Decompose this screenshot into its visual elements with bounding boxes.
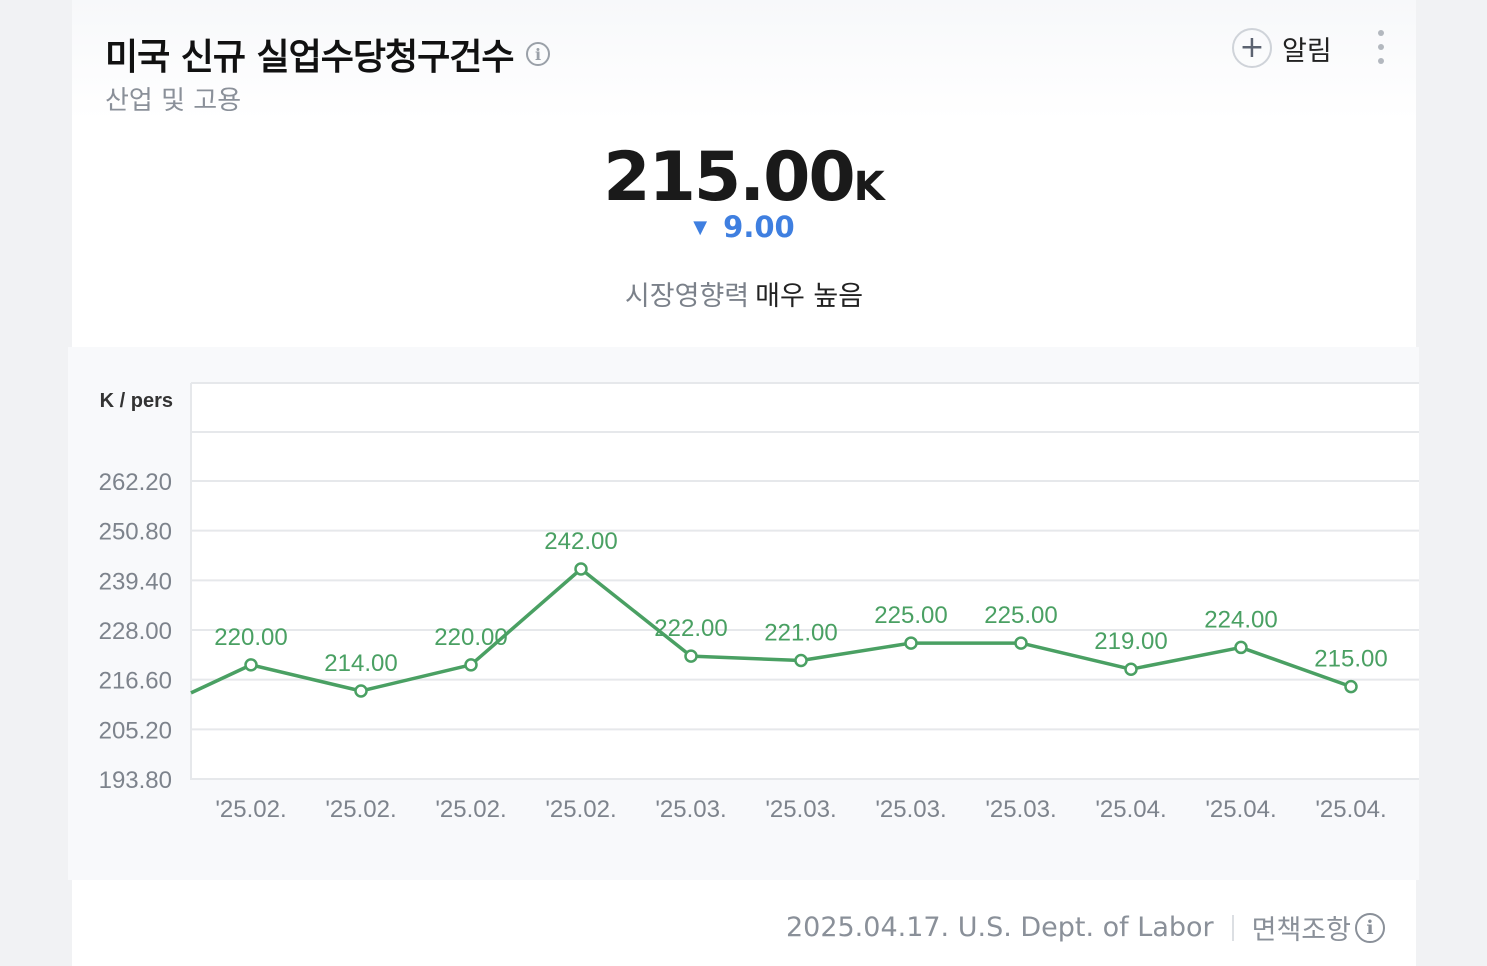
data-label: 225.00 xyxy=(984,602,1057,629)
footer: 2025.04.17. U.S. Dept. of Labor 면책조항 i xyxy=(786,908,1385,947)
data-point[interactable] xyxy=(1234,640,1248,655)
chart-panel: K / pers 262.20 250.80 239.40 228.00 216.60 2… xyxy=(68,347,1419,880)
x-tick-label: '25.04. xyxy=(1095,796,1166,823)
y-tick-label: 262.20 xyxy=(99,469,172,496)
y-tick-label: 193.80 xyxy=(99,767,172,794)
indicator-title: 미국 신규 실업수당청구건수 xyxy=(105,37,515,78)
data-point[interactable] xyxy=(684,649,698,663)
y-tick-label: 205.20 xyxy=(99,717,172,744)
data-point[interactable] xyxy=(1344,679,1358,694)
plot-area xyxy=(191,383,1419,780)
info-icon[interactable]: i xyxy=(525,42,550,66)
market-impact: 시장영향력 매우 높음 xyxy=(72,274,1416,313)
data-point[interactable] xyxy=(1124,662,1138,676)
plus-icon: + xyxy=(1232,28,1272,68)
value-change: ▼ 9.00 xyxy=(72,210,1416,244)
impact-label: 시장영향력 xyxy=(624,281,750,312)
y-axis-unit-label: K / pers xyxy=(100,390,173,412)
x-tick-label: '25.02. xyxy=(545,796,616,823)
data-label: 214.00 xyxy=(324,650,397,677)
disclaimer-label: 면책조항 xyxy=(1251,915,1351,946)
data-point[interactable] xyxy=(244,658,258,672)
x-tick-label: '25.02. xyxy=(325,796,396,823)
page-title: 미국 신규 실업수당청구건수 i xyxy=(105,28,550,80)
y-tick-label: 216.60 xyxy=(99,668,172,695)
x-tick-label: '25.02. xyxy=(435,796,506,823)
x-tick-label: '25.03. xyxy=(765,796,836,823)
current-value: 215.00K xyxy=(72,138,1416,217)
x-tick-label: '25.02. xyxy=(215,796,286,823)
y-tick-label: 250.80 xyxy=(99,519,172,546)
data-label: 222.00 xyxy=(654,615,727,642)
data-point[interactable] xyxy=(464,658,478,672)
data-point[interactable] xyxy=(794,653,808,668)
y-tick-label: 228.00 xyxy=(99,618,172,645)
data-point[interactable] xyxy=(904,636,918,650)
more-options-icon[interactable] xyxy=(1372,30,1390,64)
alert-label: 알림 xyxy=(1282,35,1332,67)
source-text: 2025.04.17. U.S. Dept. of Labor xyxy=(785,912,1214,943)
change-amount: 9.00 xyxy=(723,210,795,244)
data-label: 220.00 xyxy=(214,624,287,651)
disclaimer-link[interactable]: 면책조항 i xyxy=(1252,908,1385,947)
current-value-number: 215.00 xyxy=(603,138,855,217)
x-tick-label: '25.03. xyxy=(985,796,1056,823)
footer-divider xyxy=(1231,914,1234,941)
data-label: 224.00 xyxy=(1204,606,1277,633)
info-icon: i xyxy=(1355,912,1385,943)
data-label: 215.00 xyxy=(1314,646,1387,673)
data-point[interactable] xyxy=(354,684,368,698)
category-label: 산업 및 고용 xyxy=(105,86,242,116)
impact-value: 매우 높음 xyxy=(755,281,864,312)
data-point[interactable] xyxy=(574,562,588,576)
data-label: 221.00 xyxy=(764,619,837,646)
header-background xyxy=(72,0,1416,120)
x-tick-label: '25.04. xyxy=(1315,796,1386,823)
add-alert-button[interactable]: + 알림 xyxy=(1232,26,1332,70)
down-arrow-icon: ▼ xyxy=(693,217,708,238)
data-label: 225.00 xyxy=(874,602,947,629)
current-value-unit: K xyxy=(853,164,885,210)
line-chart: K / pers 262.20 250.80 239.40 228.00 216.60 2… xyxy=(99,382,1419,823)
data-label: 242.00 xyxy=(544,528,617,555)
data-label: 219.00 xyxy=(1094,628,1167,655)
data-label: 220.00 xyxy=(434,624,507,651)
y-tick-label: 239.40 xyxy=(99,568,172,595)
x-tick-label: '25.03. xyxy=(655,796,726,823)
series-line xyxy=(190,567,1352,695)
x-tick-label: '25.03. xyxy=(875,796,946,823)
x-tick-label: '25.04. xyxy=(1205,796,1276,823)
data-point[interactable] xyxy=(1014,636,1028,650)
